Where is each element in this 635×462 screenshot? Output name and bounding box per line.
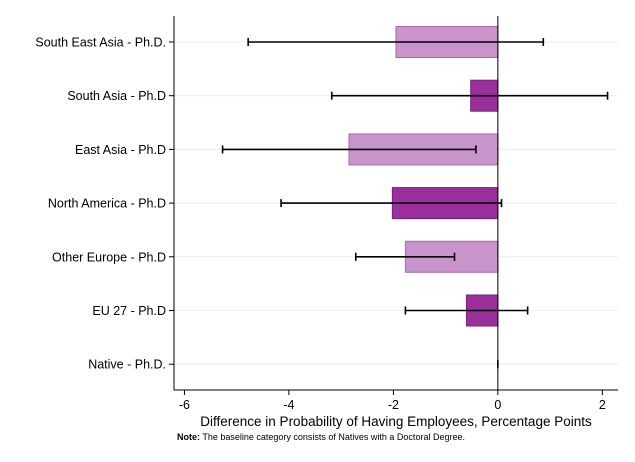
footnote: Note: The baseline category consists of … — [177, 432, 465, 442]
error-bars — [221, 38, 609, 369]
note-label: Note: — [177, 432, 200, 442]
y-tick-label: Native - Ph.D. — [88, 358, 166, 372]
y-tick-label: South East Asia - Ph.D. — [35, 36, 166, 50]
x-tick-label: -4 — [283, 398, 294, 412]
y-tick-label: Other Europe - Ph.D — [52, 250, 166, 264]
y-tick-label: South Asia - Ph.D — [67, 89, 166, 103]
labels: South East Asia - Ph.D. South Asia - Ph.D… — [35, 36, 605, 413]
x-axis-title: Difference in Probability of Having Empl… — [200, 414, 592, 429]
axes — [169, 16, 618, 395]
bars — [348, 26, 499, 327]
y-tick-label: East Asia - Ph.D — [75, 143, 166, 157]
y-tick-label: EU 27 - Ph.D — [92, 304, 166, 318]
x-tick-label: -2 — [388, 398, 399, 412]
x-tick-label: 0 — [494, 398, 501, 412]
x-tick-label: 2 — [599, 398, 606, 412]
x-tick-label: -6 — [179, 398, 190, 412]
y-tick-label: North America - Ph.D — [48, 197, 166, 211]
note-text: The baseline category consists of Native… — [200, 432, 465, 442]
